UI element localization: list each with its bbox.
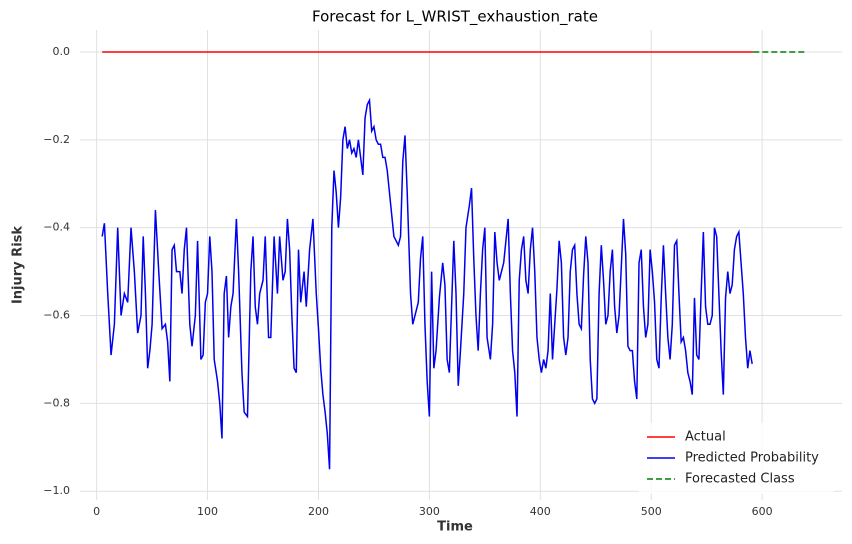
legend-label: Forecasted Class	[685, 472, 795, 487]
x-tick-label: 400	[530, 505, 551, 518]
legend-label: Actual	[685, 430, 726, 445]
x-tick-label: 500	[641, 505, 662, 518]
y-tick-label: 0.0	[53, 45, 71, 58]
y-axis-label: Injury Risk	[11, 226, 26, 304]
plot-lines	[101, 51, 807, 470]
y-tick-label: −0.2	[43, 133, 70, 146]
legend-label: Predicted Probability	[685, 451, 819, 466]
y-tick-label: −1.0	[43, 484, 70, 497]
y-tick-label: −0.4	[43, 221, 70, 234]
x-axis-label: Time	[437, 520, 473, 535]
x-tick-label: 100	[197, 505, 218, 518]
x-tick-label: 200	[308, 505, 329, 518]
legend: Actual Predicted Probability Forecasted Cl…	[639, 423, 834, 494]
series-line	[101, 97, 753, 470]
x-tick-label: 0	[93, 505, 100, 518]
x-tick-label: 300	[419, 505, 440, 518]
y-tick-label: −0.6	[43, 309, 70, 322]
x-tick-label: 600	[752, 505, 773, 518]
y-tick-label: −0.8	[43, 396, 70, 409]
chart-title: Forecast for L_WRIST_exhaustion_rate	[312, 8, 598, 27]
